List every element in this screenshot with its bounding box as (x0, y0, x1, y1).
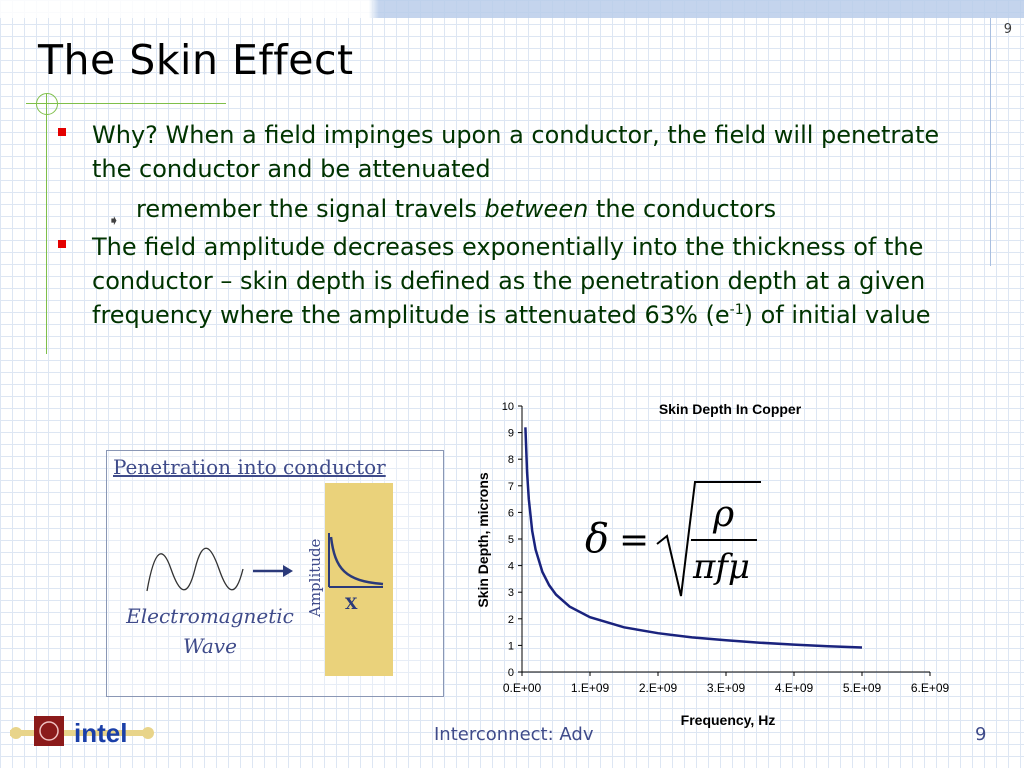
x-tick-label: 2.E+09 (639, 681, 678, 695)
amplitude-axis-label: Amplitude (306, 538, 324, 618)
sub-bullet-1: ➧ remember the signal travels between th… (56, 192, 986, 229)
top-decorative-band (0, 0, 1024, 18)
footer-course-title: Interconnect: Adv (434, 724, 594, 745)
x-tick-label: 6.E+09 (911, 681, 950, 695)
chart-title: Skin Depth In Copper (659, 401, 802, 417)
y-tick-label: 3 (508, 587, 514, 599)
chart-y-label: Skin Depth, microns (475, 472, 491, 608)
em-wave-label-line1: Electromagnetic (126, 604, 294, 628)
penetration-diagram-box: Penetration into conductor Amplitude X E… (106, 450, 444, 697)
skin-depth-formula: δ = ρ πfμ (585, 474, 775, 604)
em-wave-label-line2: Wave (183, 634, 237, 658)
left-decorative-rule (46, 94, 47, 354)
logo-right-dot (142, 727, 154, 739)
intel-logo: intel (74, 718, 127, 748)
footer-logos: intel (10, 712, 160, 752)
x-tick-label: 3.E+09 (707, 681, 746, 695)
bullet-2: The field amplitude decreases exponentia… (56, 230, 986, 332)
slide-title: The Skin Effect (38, 36, 354, 84)
y-tick-label: 4 (508, 561, 514, 573)
crosshair-circle-decoration (36, 93, 58, 115)
sub-bullet-1-text-after: the conductors (588, 195, 777, 223)
penetration-diagram-svg: Amplitude X (146, 483, 393, 676)
skin-depth-chart: Skin Depth In Copper Skin Depth, microns… (460, 392, 980, 732)
slide-number-top: 9 (1003, 22, 1012, 37)
logo-bar (10, 730, 150, 736)
x-tick-label: 5.E+09 (843, 681, 882, 695)
y-tick-label: 6 (508, 507, 514, 519)
em-wave-sine (146, 547, 244, 592)
y-tick-label: 10 (502, 401, 514, 413)
formula-sqrt-sign (656, 481, 761, 597)
y-tick-label: 2 (508, 614, 514, 626)
footer-slide-number: 9 (975, 724, 987, 745)
footer-logos-svg: intel (10, 716, 154, 748)
x-axis-label: X (345, 594, 358, 613)
bullet-1-text: Why? When a field impinges upon a conduc… (92, 121, 940, 183)
formula-delta: δ (585, 516, 609, 562)
x-tick-label: 0.E+00 (503, 681, 542, 695)
formula-numerator: ρ (712, 494, 734, 535)
bullet-2-text-part2: ) of initial value (743, 301, 931, 329)
bullet-2-superscript: -1 (729, 302, 744, 318)
university-seal-icon (34, 716, 64, 746)
y-tick-label: 1 (508, 640, 514, 652)
chart-x-label: Frequency, Hz (681, 712, 776, 728)
penetration-diagram-title: Penetration into conductor (113, 455, 386, 479)
sub-bullet-arrow-icon: ➧ (108, 213, 120, 229)
skin-depth-chart-svg: Skin Depth In Copper Skin Depth, microns… (475, 401, 950, 728)
bullet-2-text-part1: The field amplitude decreases exponentia… (92, 233, 926, 329)
right-decorative-rule (990, 18, 991, 266)
logo-left-dot (10, 727, 22, 739)
x-tick-label: 4.E+09 (775, 681, 814, 695)
bullet-square-icon (58, 128, 66, 136)
university-seal-inner (39, 721, 59, 741)
wave-arrow-head (283, 565, 293, 577)
sub-bullet-1-emphasis: between (484, 195, 589, 223)
bullet-square-icon (58, 240, 66, 248)
sub-bullet-1-text-before: remember the signal travels (136, 195, 485, 223)
x-tick-label: 1.E+09 (571, 681, 610, 695)
formula-svg: δ = ρ πfμ (585, 481, 761, 597)
y-tick-label: 5 (508, 534, 514, 546)
formula-equals: = (619, 520, 649, 561)
y-tick-label: 7 (508, 481, 514, 493)
y-tick-label: 0 (508, 667, 514, 679)
em-wave-label: Electromagnetic Wave (115, 601, 305, 661)
skin-depth-curve (524, 427, 863, 649)
formula-denominator: πfμ (692, 547, 750, 587)
y-tick-label: 8 (508, 454, 514, 466)
decay-curve (329, 536, 384, 586)
title-underline-rule (26, 103, 226, 104)
slide-body: Why? When a field impinges upon a conduc… (56, 118, 986, 332)
bullet-1: Why? When a field impinges upon a conduc… (56, 118, 986, 186)
y-tick-label: 9 (508, 428, 514, 440)
